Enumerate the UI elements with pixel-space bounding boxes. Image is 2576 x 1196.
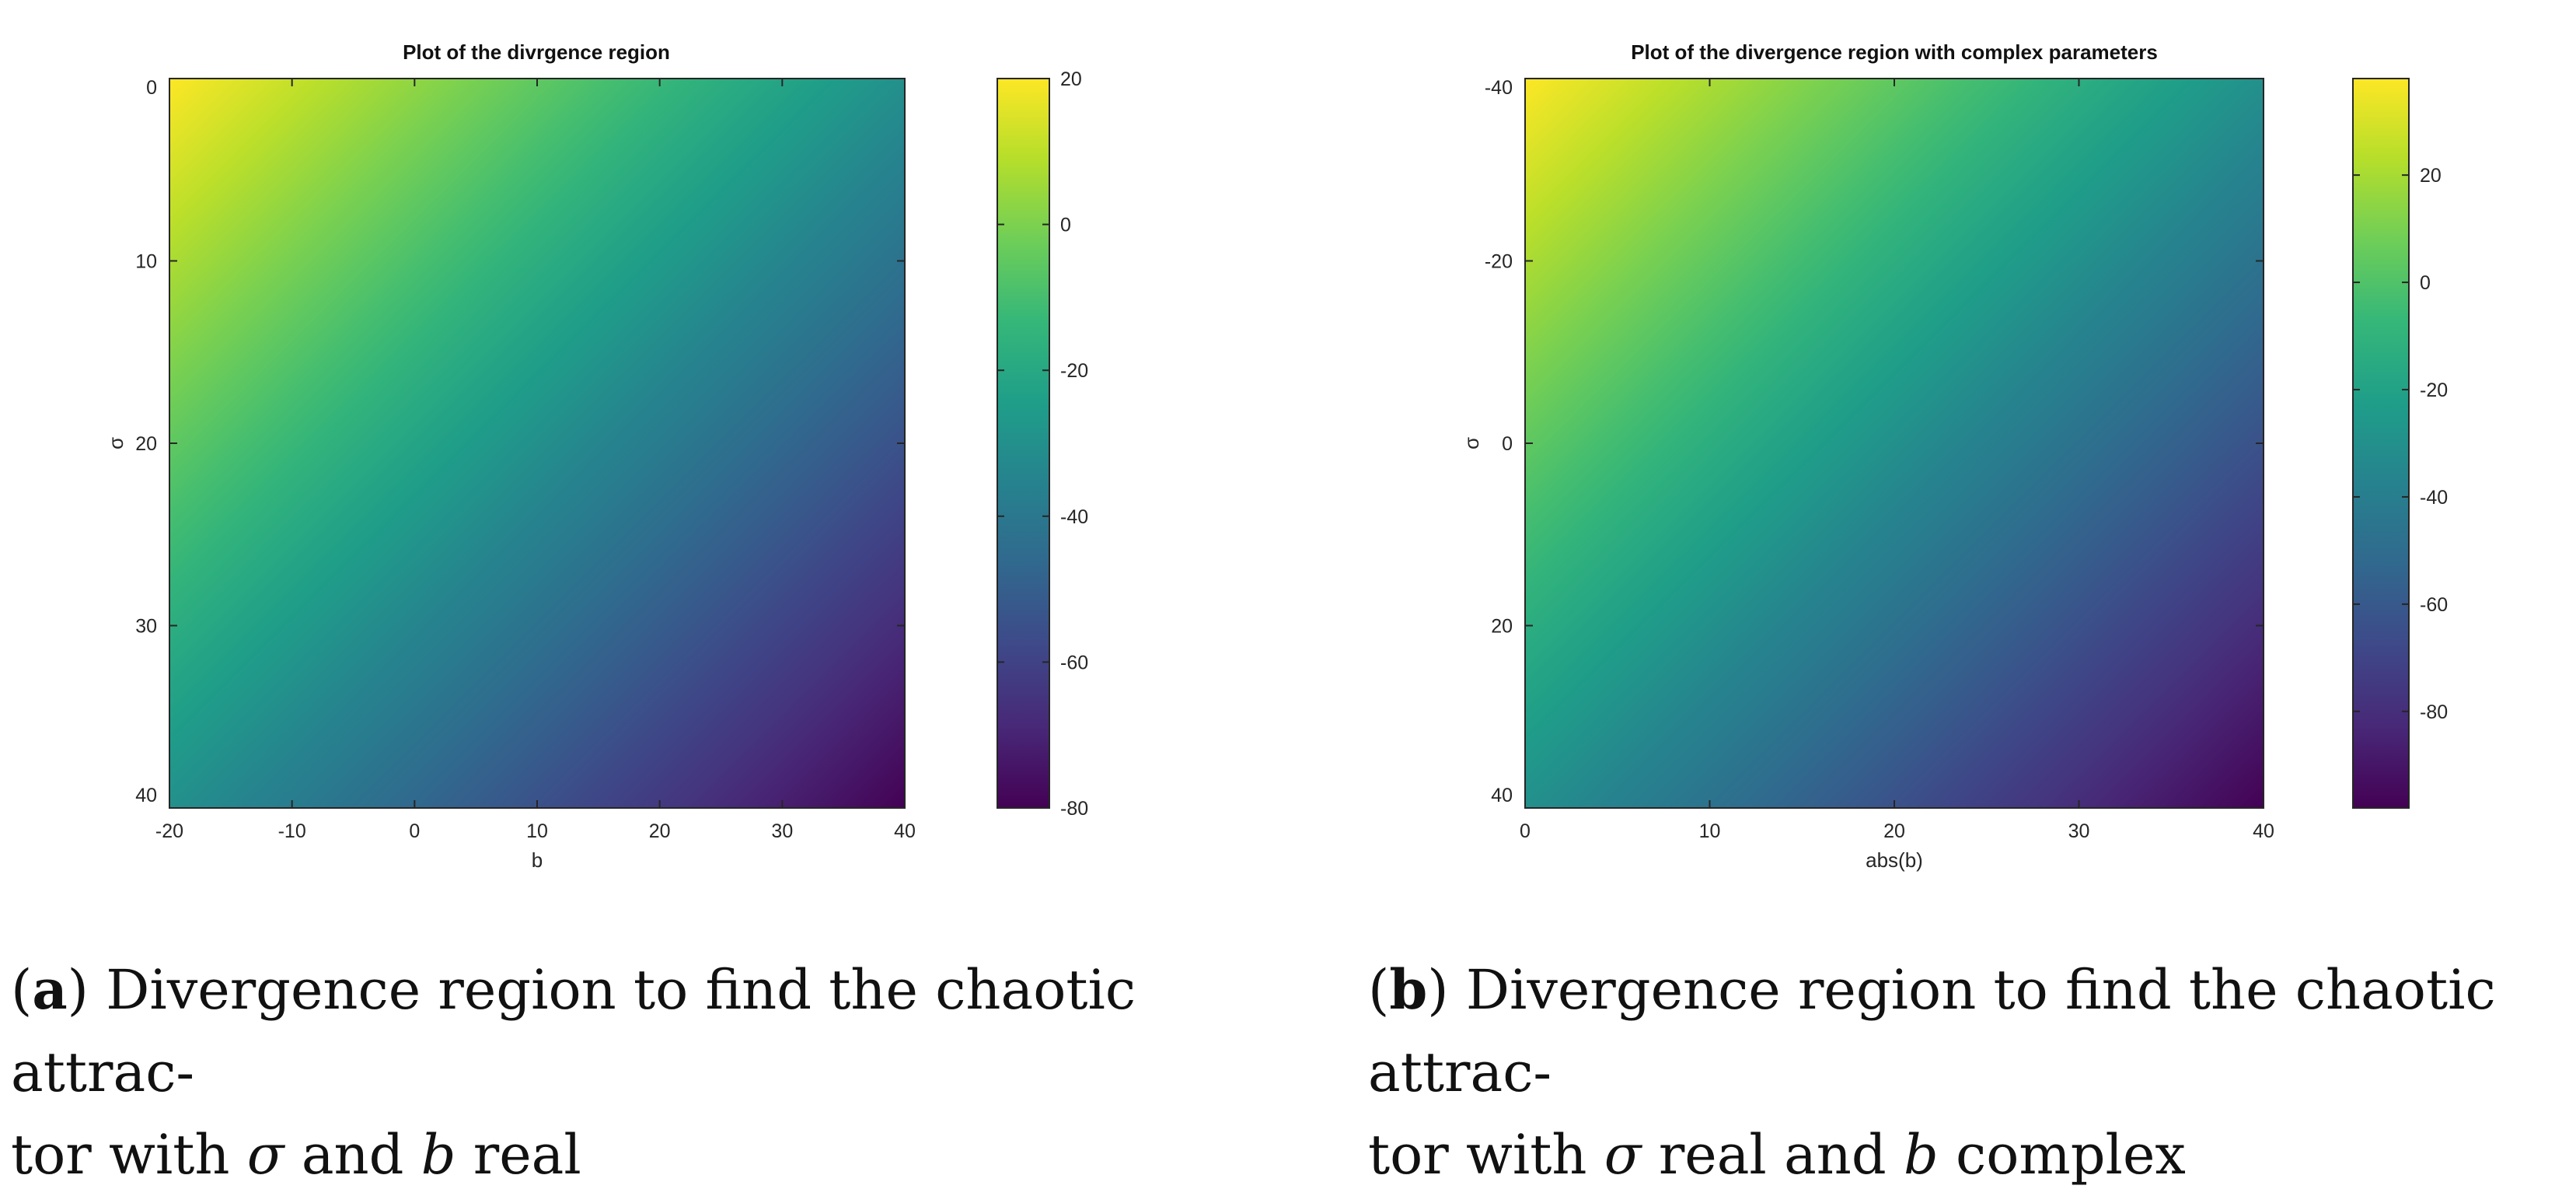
x-tick-label: 40 [2253, 820, 2274, 842]
y-tick-label: 20 [1491, 616, 1513, 638]
colorbar-tick-label: -40 [2420, 487, 2448, 509]
caption-b: (b) Divergence region to find the chaoti… [1368, 949, 2573, 1196]
colorbar-tick-label: 0 [2420, 272, 2431, 294]
caption-b-text4: complex [1938, 1123, 2186, 1187]
colorbar [2353, 79, 2409, 808]
x-tick-label: 0 [1520, 820, 1531, 842]
x-tick-label: 10 [526, 820, 548, 842]
y-axis-label: σ [1460, 437, 1483, 449]
y-tick-label: 40 [135, 785, 157, 806]
caption-b-text1: Divergence region to find the chaotic at… [1368, 958, 2496, 1104]
x-tick-label: 30 [2068, 820, 2090, 842]
y-tick-label: 20 [135, 433, 157, 455]
x-axis-label: abs(b) [1866, 848, 1923, 872]
caption-a-line2: tor with σ and b real [11, 1114, 1270, 1196]
y-tick-label: 10 [135, 251, 157, 273]
colorbar-tick-label: 20 [2420, 165, 2442, 187]
colorbar-tick-label: 0 [1060, 215, 1071, 236]
chart-title: Plot of the divrgence region [403, 40, 670, 64]
y-tick-label: 40 [1491, 785, 1513, 806]
caption-b-line1: (b) Divergence region to find the chaoti… [1368, 957, 2496, 1104]
y-tick-label: 0 [146, 77, 157, 99]
caption-b-var-b: b [1903, 1123, 1939, 1187]
chart-a: Plot of the divrgence region -20 -10 0 10 20 3… [104, 40, 1088, 872]
chart-b: Plot of the divergence region with compl… [1460, 40, 2448, 872]
x-axis-label: b [532, 848, 543, 872]
colorbar-tick-label: -80 [1060, 798, 1088, 820]
figure: Plot of the divrgence region -20 -10 0 10 20 3… [104, 40, 2448, 872]
colorbar [997, 79, 1049, 808]
caption-a-line1: (a) Divergence region to find the chaoti… [11, 957, 1136, 1104]
chart-title: Plot of the divergence region with compl… [1631, 40, 2158, 64]
x-tick-label: 30 [771, 820, 793, 842]
colorbar-tick-label: -60 [2420, 594, 2448, 616]
x-tick-label: -10 [278, 820, 306, 842]
x-tick-label: 0 [409, 820, 420, 842]
colorbar-frame [997, 78, 1050, 809]
caption-a-text1: Divergence region to find the chaotic at… [11, 958, 1136, 1104]
caption-a-var-sigma: σ [246, 1123, 284, 1187]
colorbar-tick-label: -60 [1060, 652, 1088, 673]
heatmap-image [169, 79, 905, 808]
x-tick-label: 10 [1699, 820, 1721, 842]
caption-a-text3: and [284, 1123, 421, 1187]
x-tick-label: 20 [1883, 820, 1905, 842]
colorbar-tick-label: -20 [2420, 379, 2448, 401]
colorbar-frame [2352, 78, 2410, 809]
colorbar-tick-label: -20 [1060, 360, 1088, 382]
x-tick-label: 20 [649, 820, 671, 842]
colorbar-tick-label: -40 [1060, 506, 1088, 528]
heatmap-image [1525, 79, 2264, 808]
y-tick-label: 0 [1502, 433, 1513, 455]
caption-a-var-b: b [421, 1123, 456, 1187]
caption-b-line2: tor with σ real and b complex [1368, 1114, 2573, 1196]
caption-a-text4: real [456, 1123, 581, 1187]
y-tick-label: -40 [1485, 77, 1513, 99]
caption-b-var-sigma: σ [1604, 1123, 1642, 1187]
x-tick-label: -20 [155, 820, 183, 842]
caption-a-label: a [32, 957, 68, 1022]
caption-b-label: b [1389, 957, 1428, 1022]
caption-b-text2: tor with [1368, 1123, 1604, 1187]
caption-a: (a) Divergence region to find the chaoti… [11, 949, 1270, 1196]
x-tick-label: 40 [894, 820, 916, 842]
colorbar-tick-label: 20 [1060, 68, 1082, 90]
y-tick-label: -20 [1485, 251, 1513, 273]
caption-a-text2: tor with [11, 1123, 247, 1187]
y-tick-label: 30 [135, 616, 157, 638]
caption-b-text3: real and [1641, 1123, 1904, 1187]
colorbar-tick-label: -80 [2420, 701, 2448, 723]
y-axis-label: σ [104, 437, 127, 449]
